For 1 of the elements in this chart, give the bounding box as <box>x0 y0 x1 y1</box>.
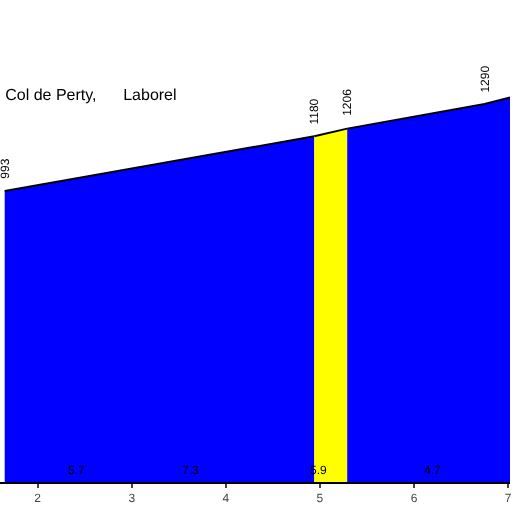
chart-title: Col de Perty, Laborel <box>5 85 178 104</box>
